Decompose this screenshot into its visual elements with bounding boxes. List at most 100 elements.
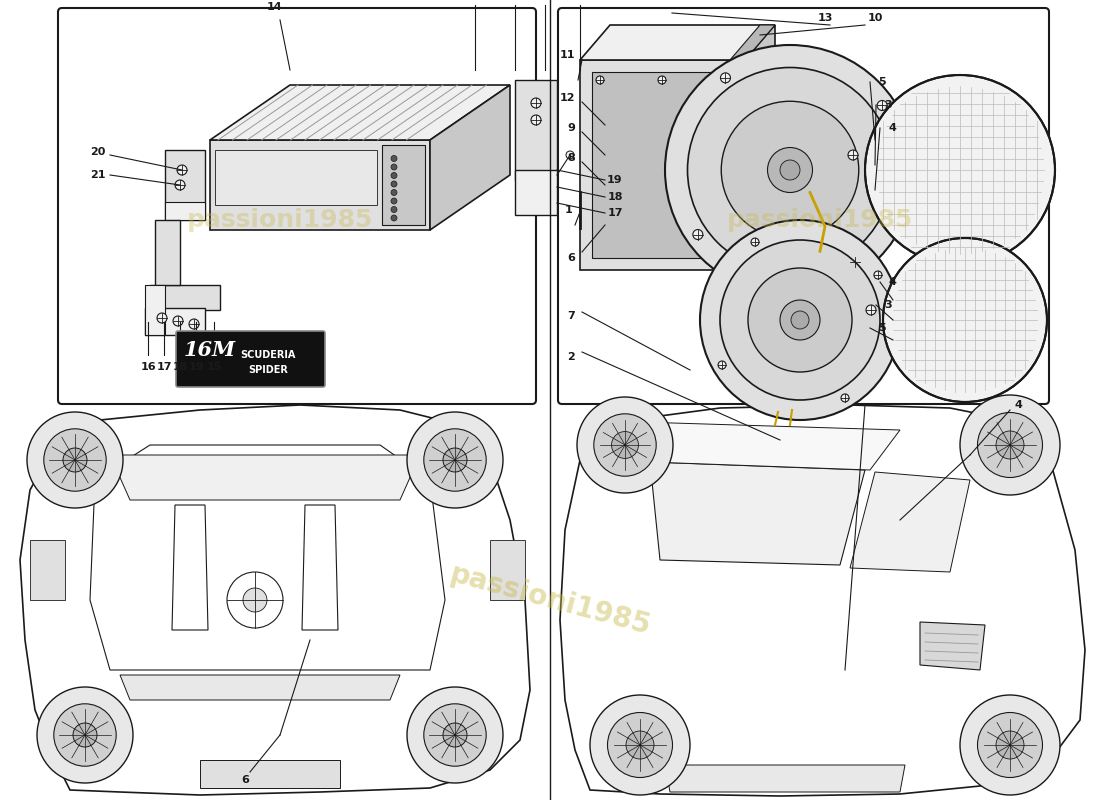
Polygon shape — [172, 505, 208, 630]
Polygon shape — [20, 405, 530, 795]
Text: 3: 3 — [884, 100, 892, 110]
Polygon shape — [592, 72, 733, 258]
Circle shape — [748, 268, 852, 372]
Circle shape — [390, 206, 397, 213]
Polygon shape — [165, 150, 205, 220]
Text: 4: 4 — [888, 277, 895, 287]
Circle shape — [883, 238, 1047, 402]
Text: 5: 5 — [878, 323, 886, 333]
Circle shape — [443, 448, 468, 472]
FancyBboxPatch shape — [58, 8, 536, 404]
Polygon shape — [200, 760, 340, 788]
Circle shape — [227, 572, 283, 628]
Polygon shape — [145, 285, 165, 335]
Text: 4: 4 — [888, 123, 895, 133]
Circle shape — [37, 687, 133, 783]
Circle shape — [596, 76, 604, 84]
Circle shape — [720, 73, 730, 83]
Circle shape — [390, 155, 397, 162]
Circle shape — [44, 429, 107, 491]
Circle shape — [63, 448, 87, 472]
Circle shape — [693, 230, 703, 239]
Text: 15: 15 — [207, 362, 222, 372]
Text: 17: 17 — [156, 362, 172, 372]
Text: 16M: 16M — [184, 340, 236, 360]
Circle shape — [842, 394, 849, 402]
Text: passioni1985: passioni1985 — [187, 208, 373, 232]
Circle shape — [243, 588, 267, 612]
Circle shape — [865, 75, 1055, 265]
Circle shape — [590, 695, 690, 795]
Circle shape — [877, 101, 888, 110]
Text: 10: 10 — [867, 13, 882, 23]
Text: 16: 16 — [140, 362, 156, 372]
Polygon shape — [382, 145, 425, 225]
Text: 8: 8 — [568, 153, 575, 163]
Circle shape — [780, 160, 800, 180]
Circle shape — [531, 115, 541, 125]
Text: SPIDER: SPIDER — [249, 365, 288, 375]
Circle shape — [848, 150, 858, 160]
Polygon shape — [110, 455, 420, 500]
Polygon shape — [214, 150, 377, 205]
Text: 7: 7 — [568, 311, 575, 321]
Circle shape — [531, 98, 541, 108]
Circle shape — [173, 316, 183, 326]
FancyBboxPatch shape — [176, 331, 324, 387]
Polygon shape — [302, 505, 338, 630]
Polygon shape — [210, 140, 430, 230]
Polygon shape — [515, 80, 557, 180]
Text: 2: 2 — [568, 352, 575, 362]
Polygon shape — [850, 472, 970, 572]
Text: 18: 18 — [607, 192, 623, 202]
Circle shape — [978, 713, 1043, 778]
Polygon shape — [745, 25, 776, 270]
Text: 4: 4 — [1014, 400, 1022, 410]
Text: 20: 20 — [90, 147, 106, 157]
Circle shape — [780, 300, 820, 340]
Text: 19: 19 — [188, 362, 204, 372]
Text: 1: 1 — [564, 205, 572, 215]
Text: 12: 12 — [560, 93, 575, 103]
Circle shape — [424, 704, 486, 766]
Polygon shape — [580, 60, 745, 270]
Circle shape — [607, 713, 672, 778]
Text: 5: 5 — [878, 77, 886, 87]
Circle shape — [996, 431, 1024, 459]
Polygon shape — [150, 285, 220, 310]
Text: 14: 14 — [267, 2, 283, 12]
Polygon shape — [764, 425, 805, 435]
Polygon shape — [30, 540, 65, 600]
Circle shape — [960, 695, 1060, 795]
Polygon shape — [666, 765, 905, 792]
Text: 11: 11 — [560, 50, 575, 60]
Circle shape — [157, 313, 167, 323]
Circle shape — [73, 723, 97, 747]
Circle shape — [751, 238, 759, 246]
Polygon shape — [210, 85, 510, 140]
Circle shape — [390, 173, 397, 178]
Text: 3: 3 — [884, 300, 892, 310]
Circle shape — [666, 45, 915, 295]
Circle shape — [594, 414, 657, 476]
Circle shape — [390, 164, 397, 170]
Polygon shape — [90, 445, 446, 670]
Polygon shape — [730, 25, 776, 60]
Text: 13: 13 — [817, 13, 833, 23]
Circle shape — [390, 190, 397, 195]
Circle shape — [566, 151, 574, 159]
Text: 6: 6 — [241, 775, 249, 785]
Text: 19: 19 — [607, 175, 623, 185]
Circle shape — [658, 76, 666, 84]
Circle shape — [720, 240, 880, 400]
Polygon shape — [120, 675, 400, 700]
Circle shape — [791, 311, 808, 329]
Circle shape — [960, 395, 1060, 495]
Text: 18: 18 — [173, 362, 188, 372]
Polygon shape — [145, 308, 205, 335]
Circle shape — [175, 180, 185, 190]
Circle shape — [28, 412, 123, 508]
Polygon shape — [920, 622, 984, 670]
Circle shape — [390, 198, 397, 204]
Circle shape — [390, 215, 397, 221]
